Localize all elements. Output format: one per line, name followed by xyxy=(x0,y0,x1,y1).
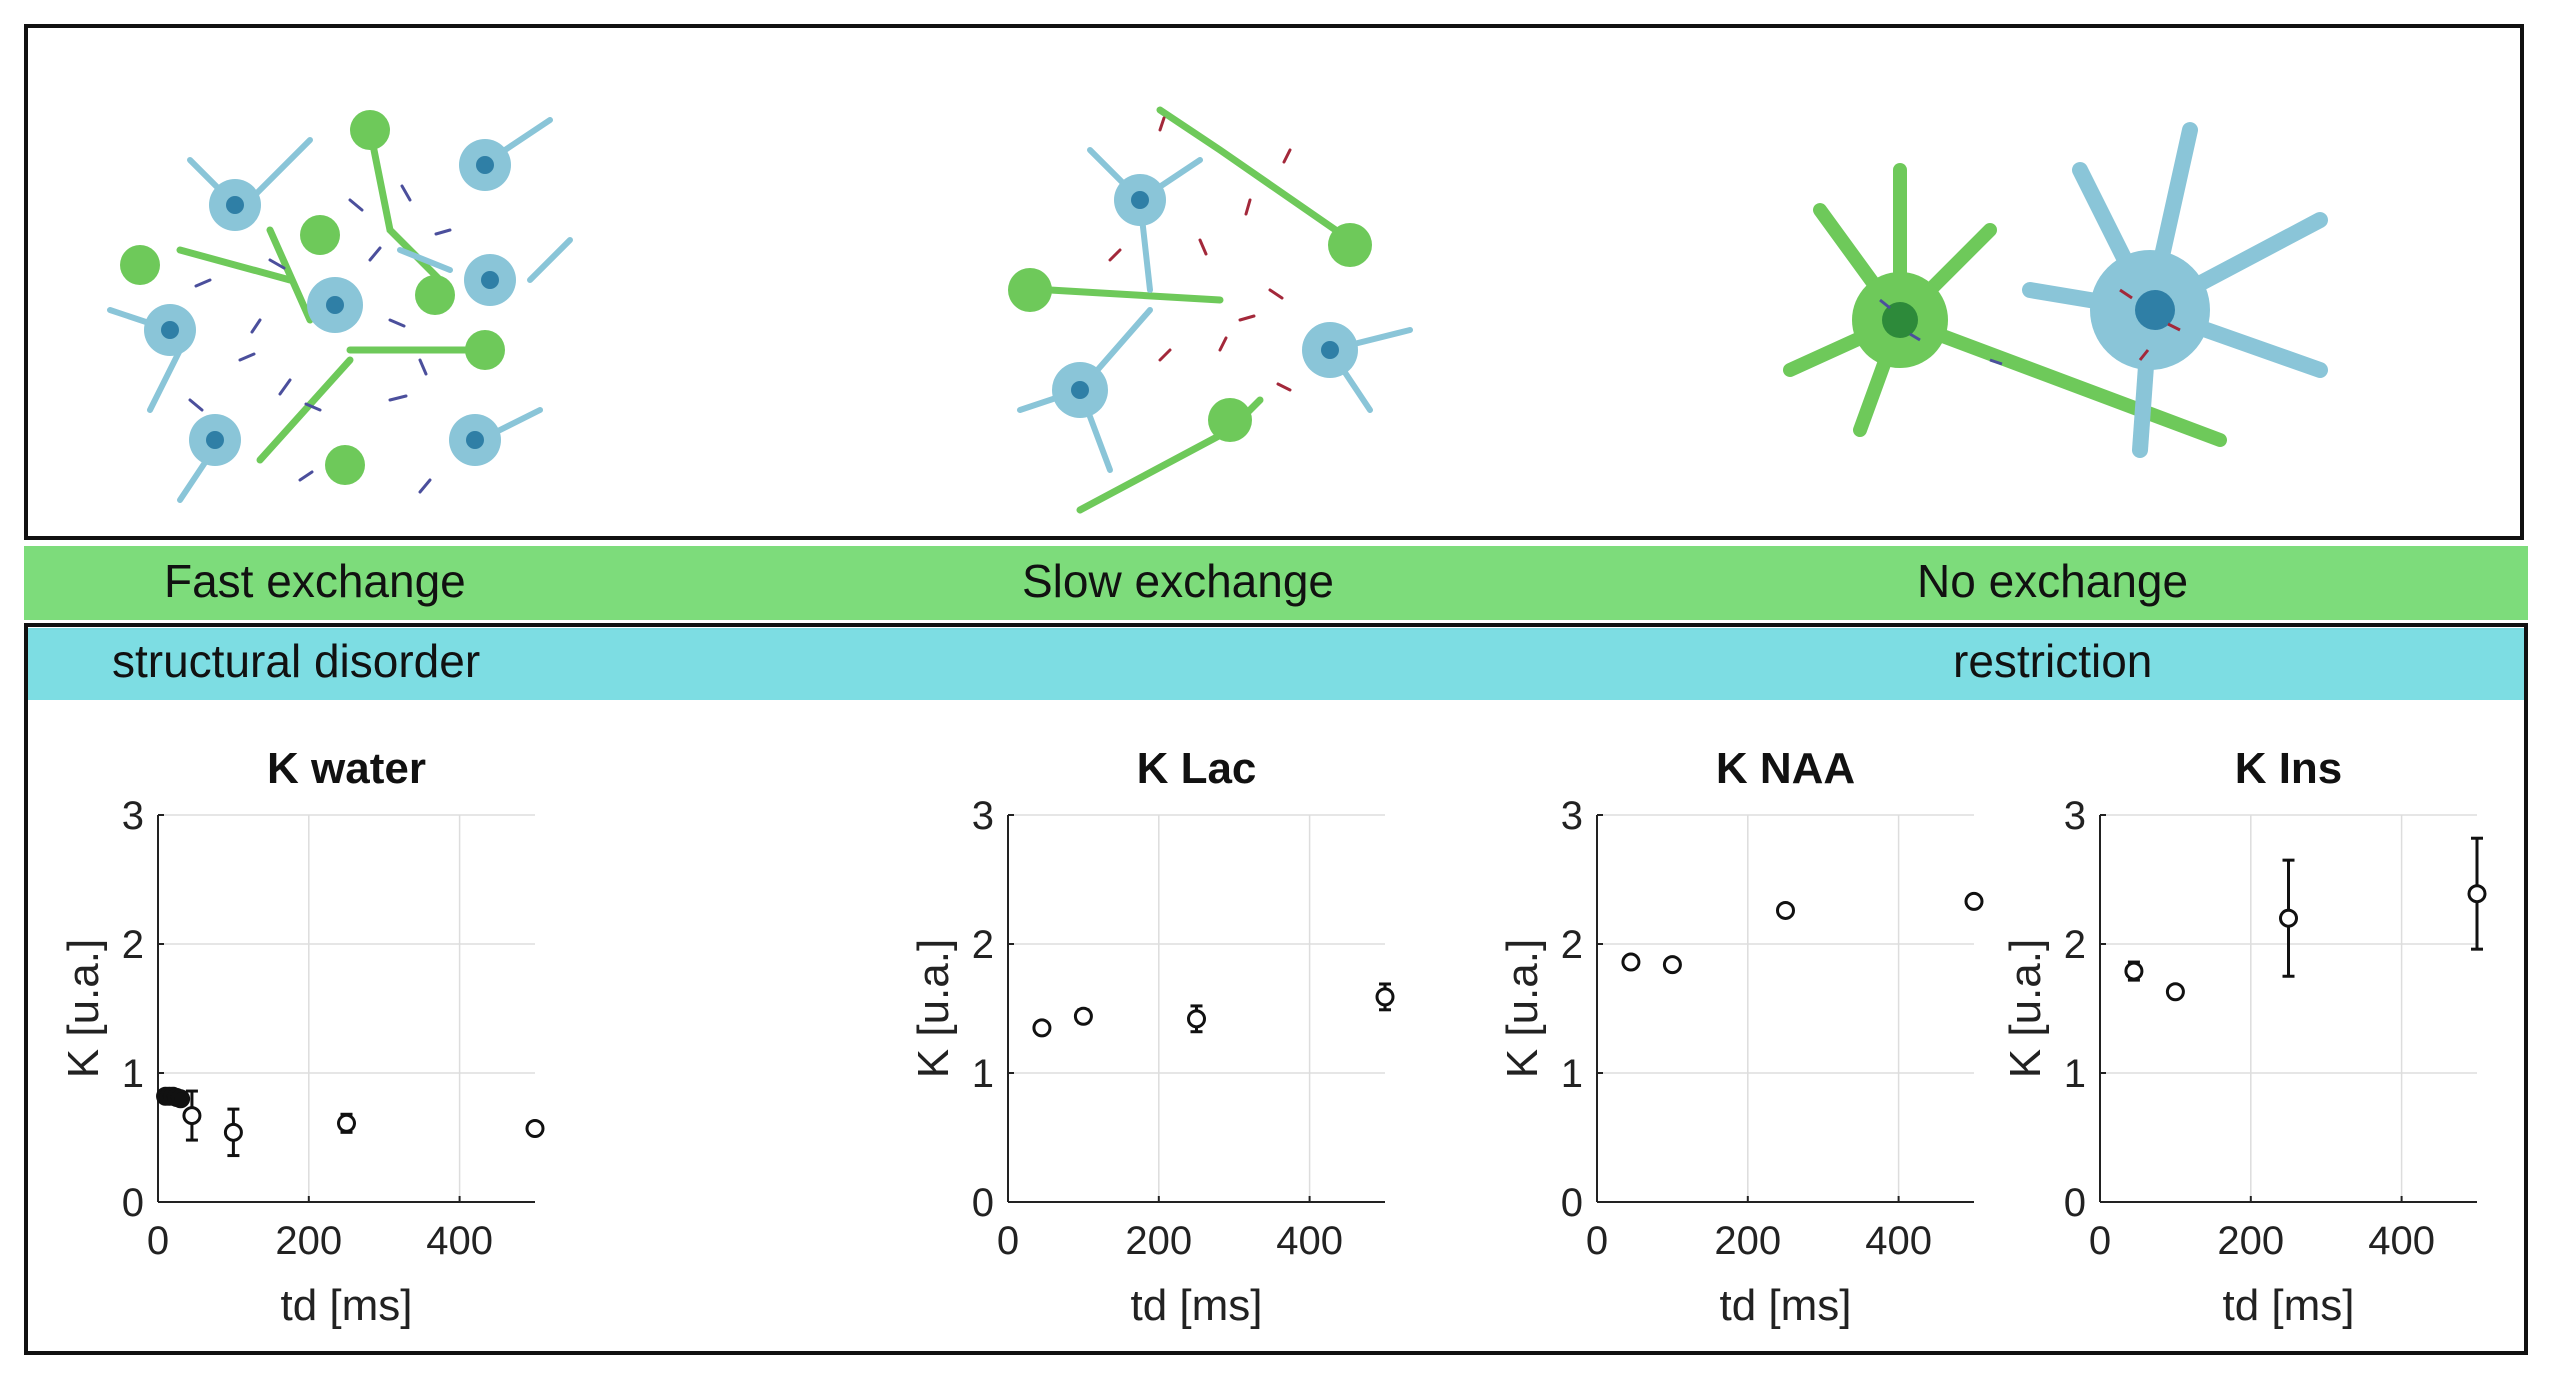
data-point xyxy=(1621,952,1641,972)
chart-1: 0 1 2 3 0 200 400 K Lac td [ms] K [u.a.] xyxy=(909,744,1395,1330)
y-tick-label: 3 xyxy=(1561,794,1583,838)
no-exchange-cells-illustration xyxy=(1783,122,2328,458)
slow-exchange-label: Slow exchange xyxy=(1022,555,1334,607)
x-axis-label: td [ms] xyxy=(1130,1281,1262,1330)
slow-exchange-cells-illustration xyxy=(1008,106,1413,514)
x-tick-label: 200 xyxy=(1125,1219,1192,1263)
y-tick-label: 3 xyxy=(122,794,144,838)
data-point xyxy=(2165,982,2185,1002)
data-point xyxy=(182,1106,202,1126)
x-axis-label: td [ms] xyxy=(280,1281,412,1330)
fast-exchange-cells-illustration xyxy=(107,110,573,503)
data-point xyxy=(1375,987,1395,1007)
data-point xyxy=(1187,1009,1206,1029)
x-tick-label: 400 xyxy=(1276,1219,1343,1263)
data-point xyxy=(1073,1006,1093,1026)
chart-title: K NAA xyxy=(1716,744,1855,793)
structural-disorder-label: structural disorder xyxy=(112,635,481,687)
data-point xyxy=(2467,884,2487,904)
x-axis-label: td [ms] xyxy=(1719,1281,1851,1330)
x-tick-label: 0 xyxy=(2089,1219,2111,1263)
no-exchange-label: No exchange xyxy=(1917,555,2189,607)
data-point xyxy=(1662,955,1682,975)
y-tick-label: 2 xyxy=(1561,923,1583,967)
chart-title: K water xyxy=(267,744,426,793)
exchange-band: Fast exchange Slow exchange No exchange xyxy=(24,546,2528,620)
x-tick-label: 400 xyxy=(1865,1219,1932,1263)
x-tick-label: 200 xyxy=(275,1219,342,1263)
y-tick-label: 0 xyxy=(972,1181,994,1225)
regime-band: structural disorder restriction xyxy=(28,628,2524,700)
y-tick-label: 1 xyxy=(972,1052,994,1096)
data-point xyxy=(337,1113,356,1133)
restriction-label: restriction xyxy=(1953,635,2153,687)
y-axis-label: K [u.a.] xyxy=(909,939,958,1078)
y-tick-label: 0 xyxy=(2064,1181,2086,1225)
x-tick-label: 200 xyxy=(2217,1219,2284,1263)
data-point xyxy=(171,1089,191,1109)
y-tick-label: 1 xyxy=(122,1052,144,1096)
y-tick-label: 3 xyxy=(972,794,994,838)
data-point xyxy=(2124,961,2144,981)
data-point xyxy=(2279,908,2298,928)
y-tick-label: 2 xyxy=(972,923,994,967)
data-point xyxy=(525,1118,545,1138)
chart-title: K Lac xyxy=(1137,744,1257,793)
chart-3: 0 1 2 3 0 200 400 K Ins td [ms] K [u.a.] xyxy=(2001,744,2487,1330)
illustration-panel xyxy=(24,24,2524,540)
x-tick-label: 200 xyxy=(1714,1219,1781,1263)
y-tick-label: 1 xyxy=(2064,1052,2086,1096)
chart-2: 0 1 2 3 0 200 400 K NAA td [ms] K [u.a.] xyxy=(1498,744,1984,1330)
x-tick-label: 400 xyxy=(426,1219,493,1263)
y-axis-label: K [u.a.] xyxy=(59,939,108,1078)
y-tick-label: 0 xyxy=(122,1181,144,1225)
chart-0: 0 1 2 3 0 200 400 K water td [ms] K [u.a.] xyxy=(59,744,545,1330)
x-tick-label: 400 xyxy=(2368,1219,2435,1263)
data-point xyxy=(1032,1018,1052,1038)
x-tick-label: 0 xyxy=(997,1219,1019,1263)
chart-title: K Ins xyxy=(2235,744,2343,793)
x-tick-label: 0 xyxy=(147,1219,169,1263)
y-tick-label: 3 xyxy=(2064,794,2086,838)
y-tick-label: 2 xyxy=(122,923,144,967)
y-tick-label: 1 xyxy=(1561,1052,1583,1096)
y-tick-label: 0 xyxy=(1561,1181,1583,1225)
data-point xyxy=(1776,900,1795,920)
y-axis-label: K [u.a.] xyxy=(2001,939,2050,1078)
x-tick-label: 0 xyxy=(1586,1219,1608,1263)
data-point xyxy=(223,1122,243,1142)
charts-panel xyxy=(24,623,2528,1355)
fast-exchange-label: Fast exchange xyxy=(164,555,466,607)
data-point xyxy=(1964,891,1984,911)
x-axis-label: td [ms] xyxy=(2222,1281,2354,1330)
y-tick-label: 2 xyxy=(2064,923,2086,967)
y-axis-label: K [u.a.] xyxy=(1498,939,1547,1078)
